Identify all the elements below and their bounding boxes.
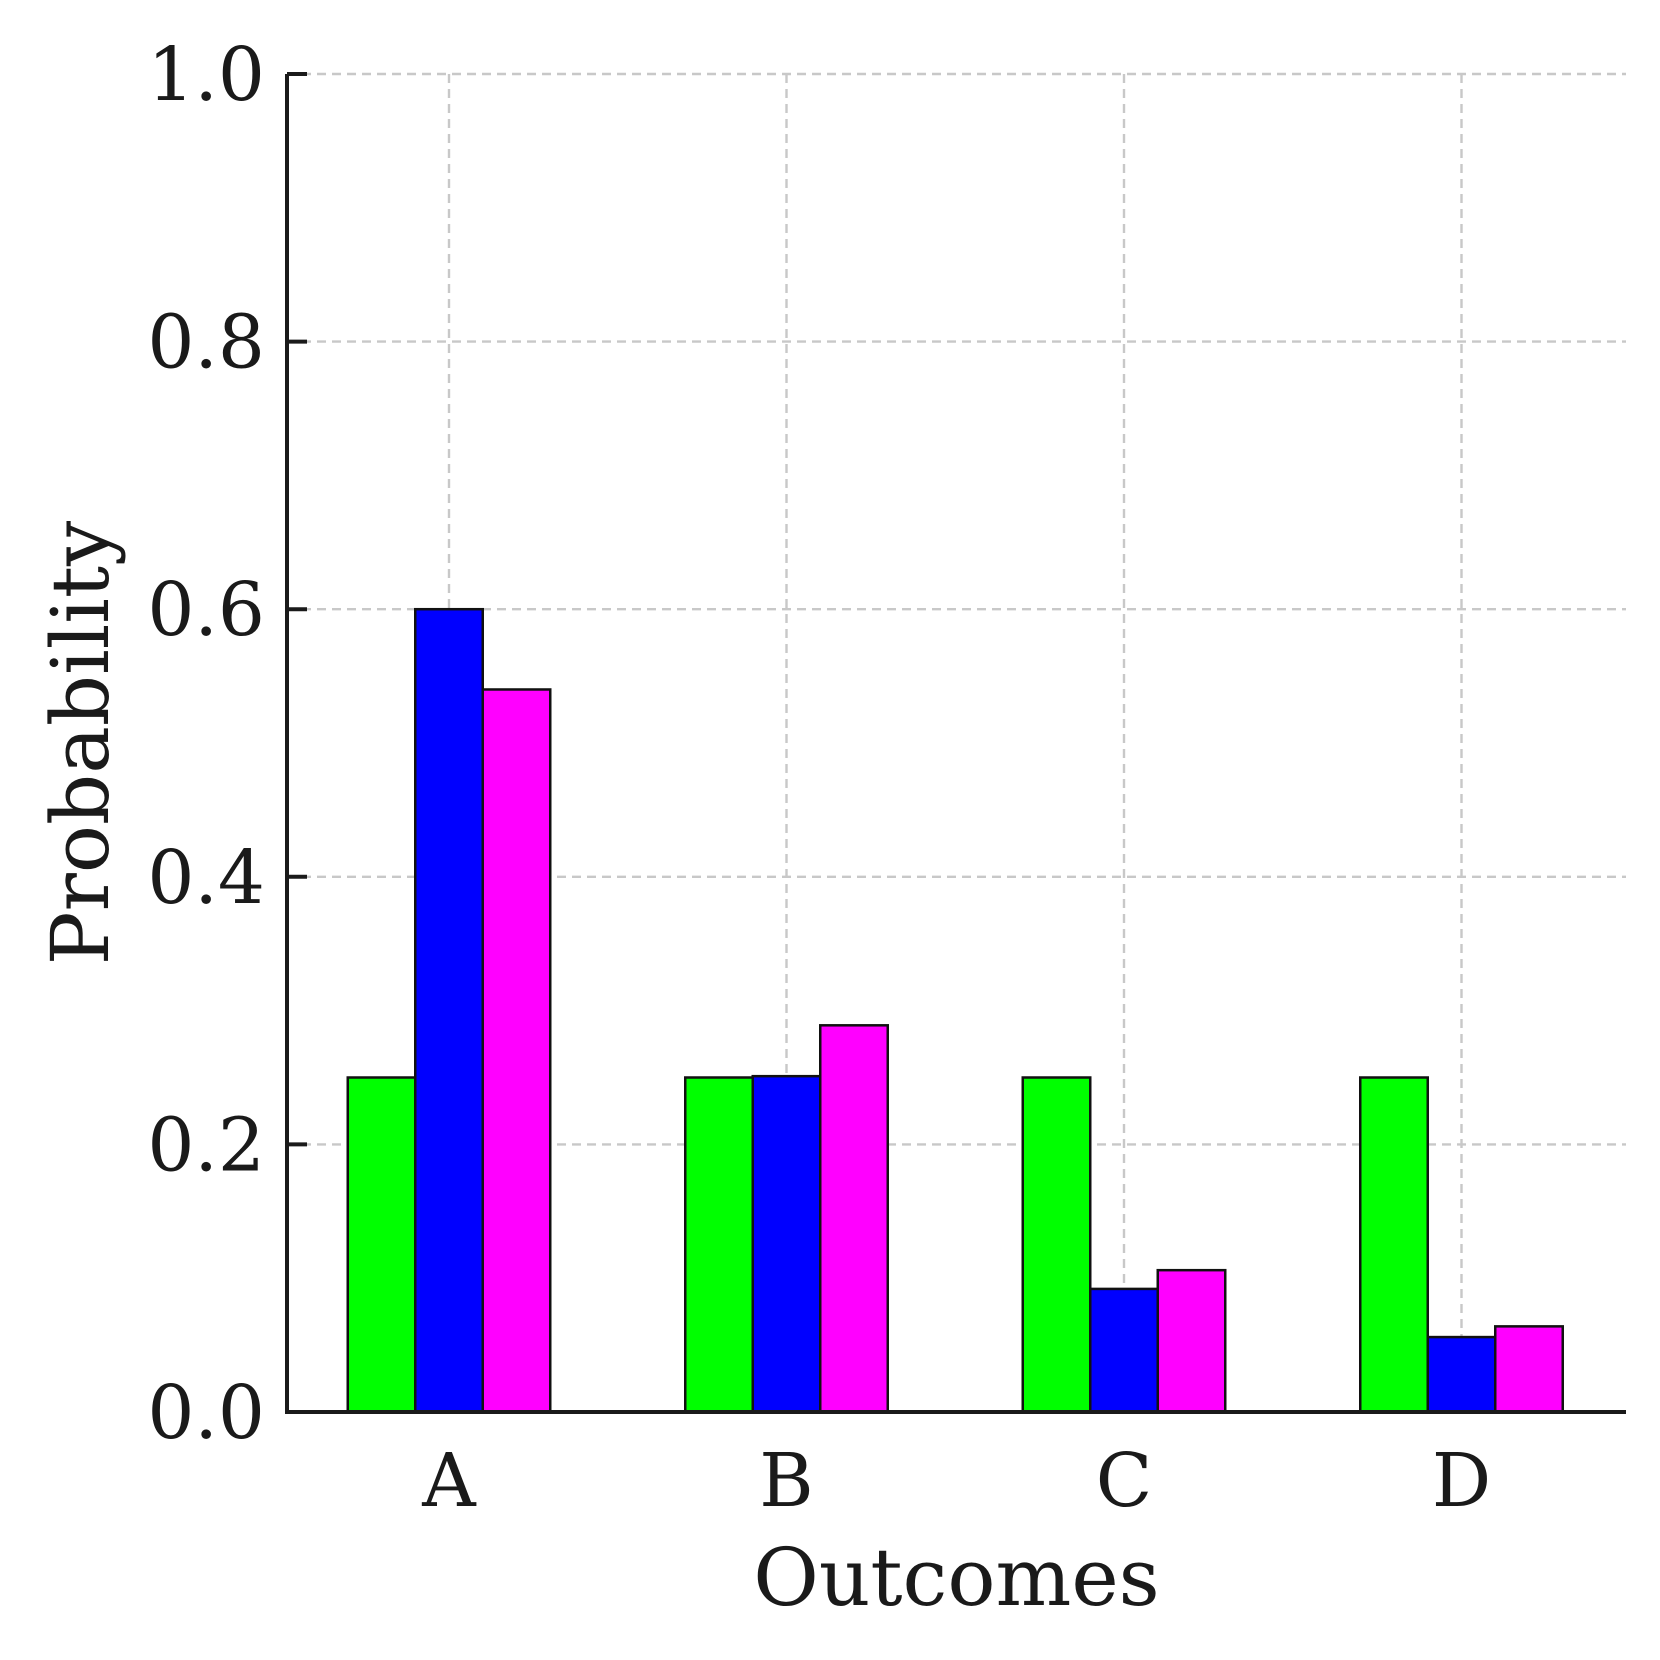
y-tick-label: 0.2 [147, 1102, 265, 1188]
bar-a-series-1 [346, 1076, 417, 1414]
bar-c-series-2 [1089, 1287, 1159, 1414]
y-tick-label: 0.6 [147, 567, 265, 653]
x-tick-label: B [759, 1438, 813, 1524]
bar-c-series-1 [1021, 1076, 1092, 1414]
y-tick-label: 1.0 [147, 32, 265, 118]
bar-a-series-3 [481, 688, 552, 1414]
ticks-layer: 0.0 0.2 0.4 0.6 0.8 1.0 A B C D [147, 32, 1491, 1524]
bar-a-series-2 [414, 607, 484, 1414]
bar-b-series-3 [819, 1024, 889, 1414]
y-tick-label: 0.8 [147, 300, 265, 386]
y-tick-label: 0.0 [147, 1370, 265, 1456]
x-axis-title: Outcomes [753, 1531, 1159, 1624]
y-axis-title: Probability [34, 521, 127, 965]
bar-c-series-3 [1156, 1268, 1227, 1414]
x-tick-label: C [1096, 1438, 1153, 1524]
bars-layer [346, 607, 1564, 1414]
bar-d-series-2 [1426, 1335, 1497, 1414]
bar-b-series-1 [684, 1076, 754, 1414]
bar-b-series-2 [751, 1074, 822, 1414]
axes-layer [285, 74, 1626, 1414]
bar-d-series-1 [1359, 1076, 1429, 1414]
y-tick-label: 0.4 [147, 835, 265, 921]
x-tick-label: A [421, 1438, 477, 1524]
bar-d-series-3 [1494, 1325, 1564, 1414]
x-tick-label: D [1432, 1438, 1491, 1524]
